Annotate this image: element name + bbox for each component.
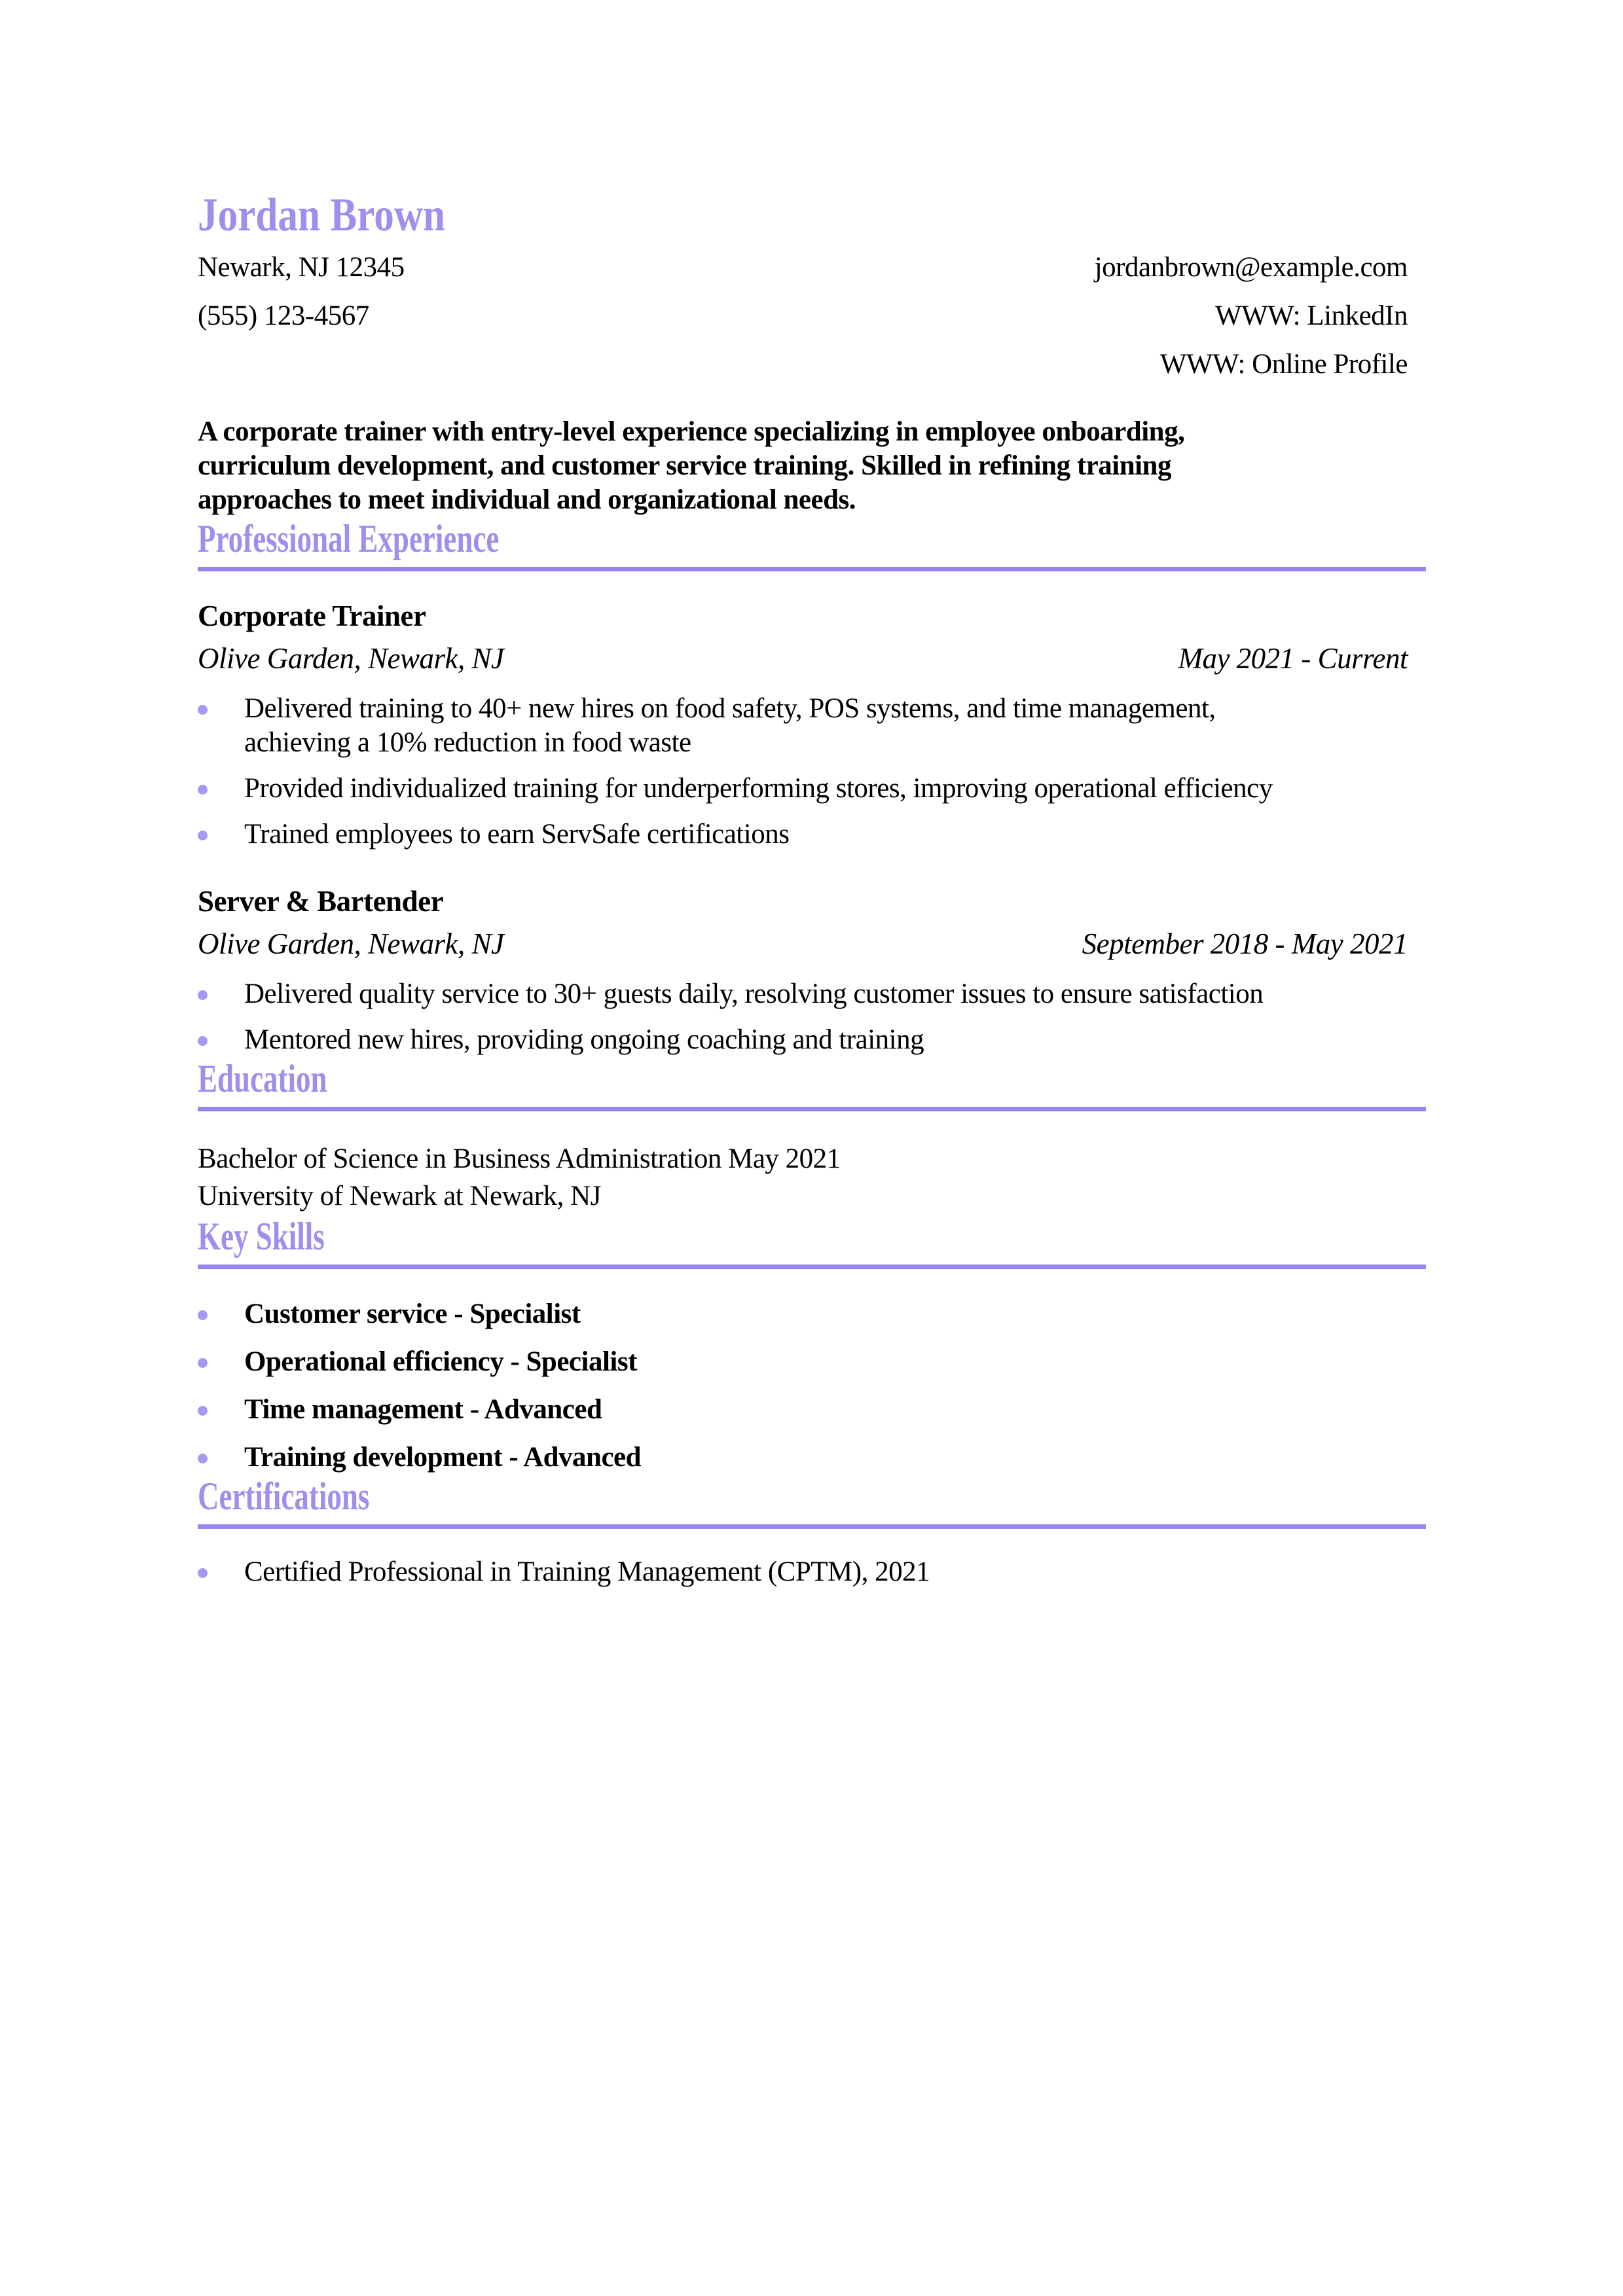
- bullet-dot-icon: [198, 831, 208, 840]
- job-bullet-list: Delivered training to 40+ new hires on f…: [198, 692, 1426, 852]
- job-title: Corporate Trainer: [198, 600, 426, 632]
- contact-block: Newark, NJ 12345 (555) 123-4567 jordanbr…: [198, 243, 1426, 389]
- bullet-dot-icon: [198, 1454, 208, 1463]
- summary-line: curriculum development, and customer ser…: [198, 450, 1171, 481]
- job-bullet: Mentored new hires, providing ongoing co…: [198, 1023, 1426, 1057]
- education-school: University of Newark at Newark, NJ: [198, 1181, 601, 1211]
- job-bullet-list: Delivered quality service to 30+ guests …: [198, 977, 1426, 1057]
- bullet-line: Mentored new hires, providing ongoing co…: [244, 1024, 924, 1055]
- contact-email: jordanbrown@example.com: [1094, 252, 1408, 283]
- bullet-dot-icon: [198, 705, 208, 715]
- job-bullet: Trained employees to earn ServSafe certi…: [198, 817, 1426, 852]
- bullet-dot-icon: [198, 1310, 208, 1320]
- professional-summary: A corporate trainer with entry-level exp…: [198, 415, 1426, 517]
- skill-text: Training development - Advanced: [244, 1442, 642, 1473]
- job-bullet: Delivered quality service to 30+ guests …: [198, 977, 1426, 1011]
- section-title-key-skills: Key Skills: [198, 1215, 325, 1258]
- bullet-dot-icon: [198, 1358, 208, 1368]
- section-experience: Professional Experience Corporate Traine…: [198, 517, 1426, 1057]
- certification-text: Certified Professional in Training Manag…: [244, 1556, 930, 1587]
- job-meta-row: Olive Garden, Newark, NJ May 2021 - Curr…: [198, 641, 1426, 676]
- bullet-line: Provided individualized training for und…: [244, 773, 1273, 804]
- section-rule: [198, 567, 1426, 571]
- job-company: Olive Garden, Newark, NJ: [198, 927, 504, 960]
- skill-item: Training development - Advanced: [198, 1441, 1426, 1475]
- skill-item: Time management - Advanced: [198, 1393, 1426, 1427]
- contact-online-profile: WWW: Online Profile: [1159, 349, 1408, 380]
- skill-text: Time management - Advanced: [244, 1394, 602, 1425]
- bullet-dot-icon: [198, 1568, 208, 1578]
- person-name: Jordan Brown: [198, 188, 446, 241]
- contact-address: Newark, NJ 12345: [198, 252, 405, 283]
- skills-list: Customer service - Specialist Operationa…: [198, 1297, 1426, 1475]
- contact-phone: (555) 123-4567: [198, 300, 369, 331]
- job-title: Server & Bartender: [198, 885, 444, 918]
- skill-item: Operational efficiency - Specialist: [198, 1345, 1426, 1379]
- section-rule: [198, 1107, 1426, 1111]
- section-key-skills: Key Skills Customer service - Specialist…: [198, 1215, 1426, 1475]
- job-meta-row: Olive Garden, Newark, NJ September 2018 …: [198, 926, 1426, 961]
- job-bullet: Delivered training to 40+ new hires on f…: [198, 692, 1426, 760]
- bullet-dot-icon: [198, 1406, 208, 1416]
- education-degree: Bachelor of Science in Business Administ…: [198, 1143, 841, 1174]
- contact-left-column: Newark, NJ 12345 (555) 123-4567: [198, 243, 405, 389]
- summary-line: approaches to meet individual and organi…: [198, 484, 856, 515]
- certifications-list: Certified Professional in Training Manag…: [198, 1555, 1426, 1589]
- section-title-experience: Professional Experience: [198, 517, 500, 560]
- bullet-dot-icon: [198, 990, 208, 1000]
- bullet-line: Delivered quality service to 30+ guests …: [244, 978, 1264, 1009]
- certification-item: Certified Professional in Training Manag…: [198, 1555, 1426, 1589]
- section-rule: [198, 1524, 1426, 1529]
- section-rule: [198, 1265, 1426, 1269]
- bullet-line: Delivered training to 40+ new hires on f…: [244, 693, 1216, 724]
- skill-text: Customer service - Specialist: [244, 1299, 581, 1329]
- bullet-line: Trained employees to earn ServSafe certi…: [244, 819, 790, 850]
- job-bullet: Provided individualized training for und…: [198, 772, 1426, 806]
- section-education: Education Bachelor of Science in Busines…: [198, 1057, 1426, 1215]
- summary-line: A corporate trainer with entry-level exp…: [198, 416, 1185, 447]
- skill-item: Customer service - Specialist: [198, 1297, 1426, 1331]
- bullet-dot-icon: [198, 1036, 208, 1046]
- job-dates: May 2021 - Current: [1178, 642, 1408, 675]
- bullet-line: achieving a 10% reduction in food waste: [244, 727, 691, 758]
- section-certifications: Certifications Certified Professional in…: [198, 1475, 1426, 1589]
- section-title-certifications: Certifications: [198, 1475, 370, 1518]
- job-dates: September 2018 - May 2021: [1082, 927, 1408, 960]
- resume-page: Jordan Brown Newark, NJ 12345 (555) 123-…: [198, 0, 1426, 2296]
- skill-text: Operational efficiency - Specialist: [244, 1346, 637, 1377]
- education-block: Bachelor of Science in Business Administ…: [198, 1140, 1426, 1215]
- contact-linkedin: WWW: LinkedIn: [1215, 300, 1408, 331]
- bullet-dot-icon: [198, 785, 208, 795]
- section-title-education: Education: [198, 1057, 327, 1100]
- job-company: Olive Garden, Newark, NJ: [198, 642, 504, 675]
- contact-right-column: jordanbrown@example.com WWW: LinkedIn WW…: [1095, 243, 1426, 389]
